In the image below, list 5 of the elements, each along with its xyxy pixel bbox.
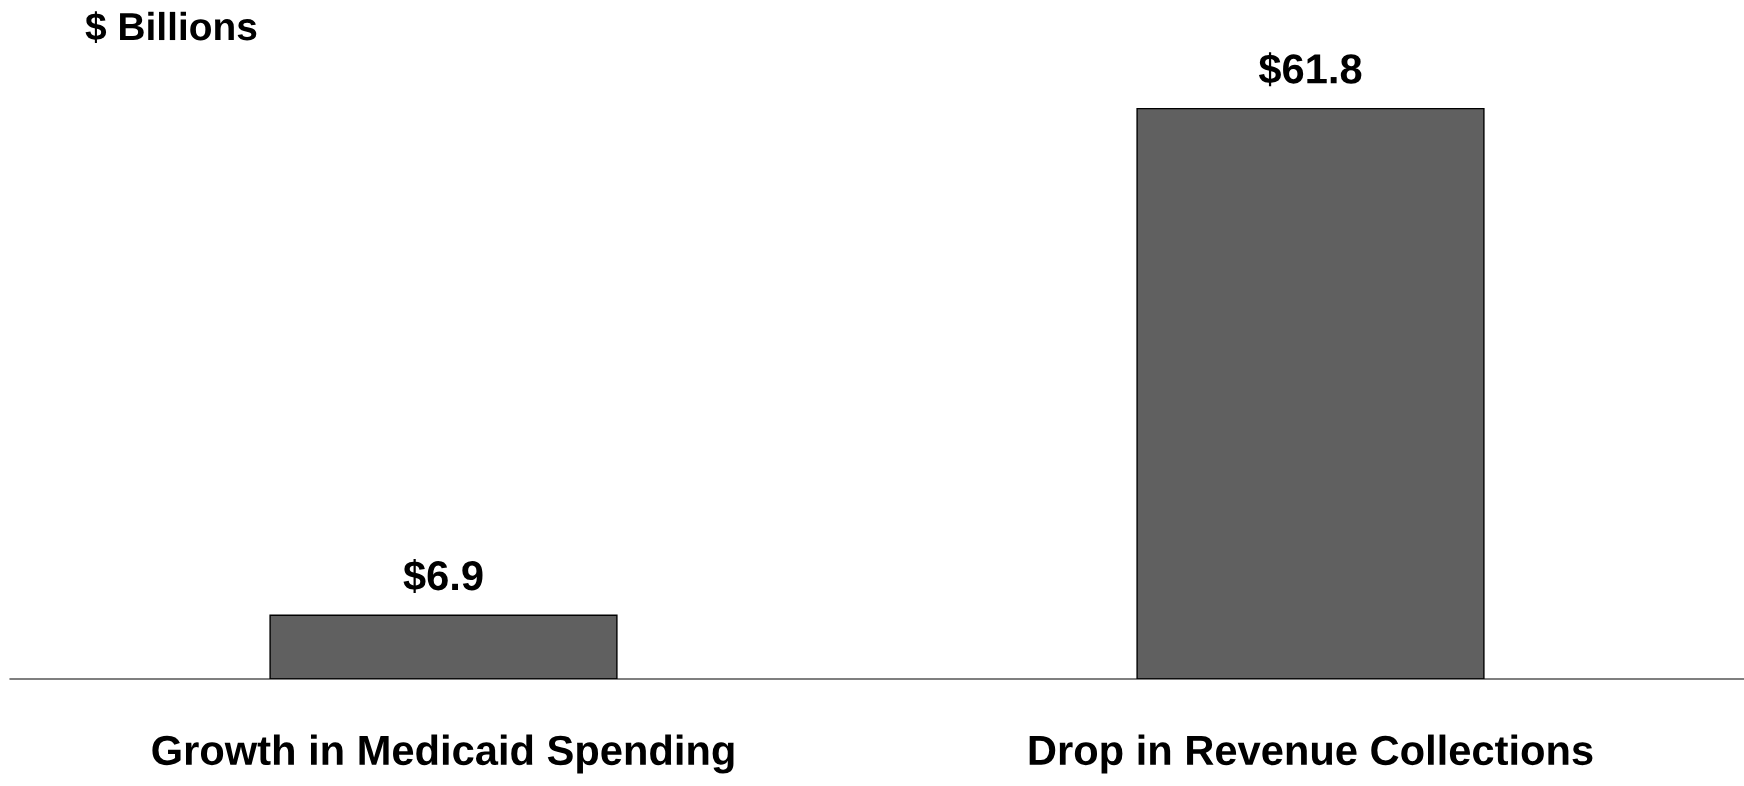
y-axis-title: $ Billions — [85, 11, 257, 43]
data-label: $61.8 — [1258, 52, 1362, 87]
data-label: $6.9 — [403, 559, 483, 594]
x-tick-label: Growth in Medicaid Spending — [152, 734, 734, 774]
x-tick-label: Drop in Revenue Collections — [1029, 734, 1593, 774]
